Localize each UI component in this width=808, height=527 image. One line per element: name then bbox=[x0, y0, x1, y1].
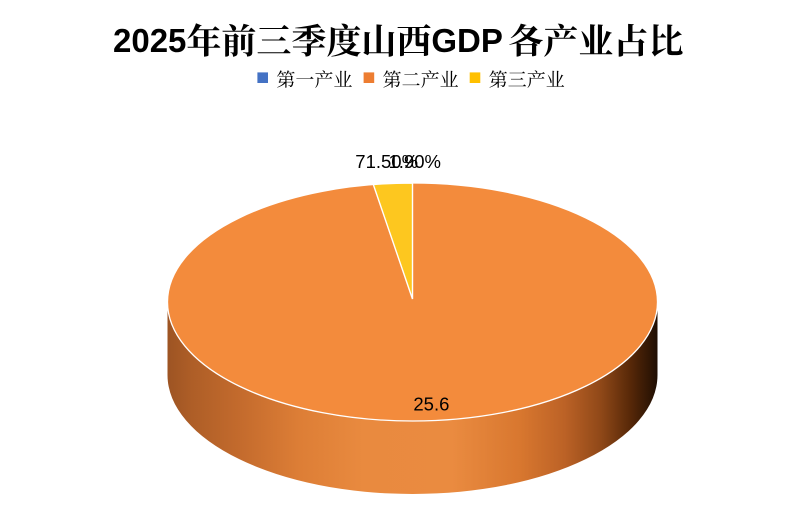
svg-text:71.50%: 71.50% bbox=[355, 151, 418, 172]
svg-text:2025: 2025 bbox=[113, 22, 186, 59]
svg-text:1.90%: 1.90% bbox=[389, 151, 441, 172]
svg-text:25.6: 25.6 bbox=[413, 394, 449, 415]
svg-text:GDP: GDP bbox=[431, 22, 503, 59]
